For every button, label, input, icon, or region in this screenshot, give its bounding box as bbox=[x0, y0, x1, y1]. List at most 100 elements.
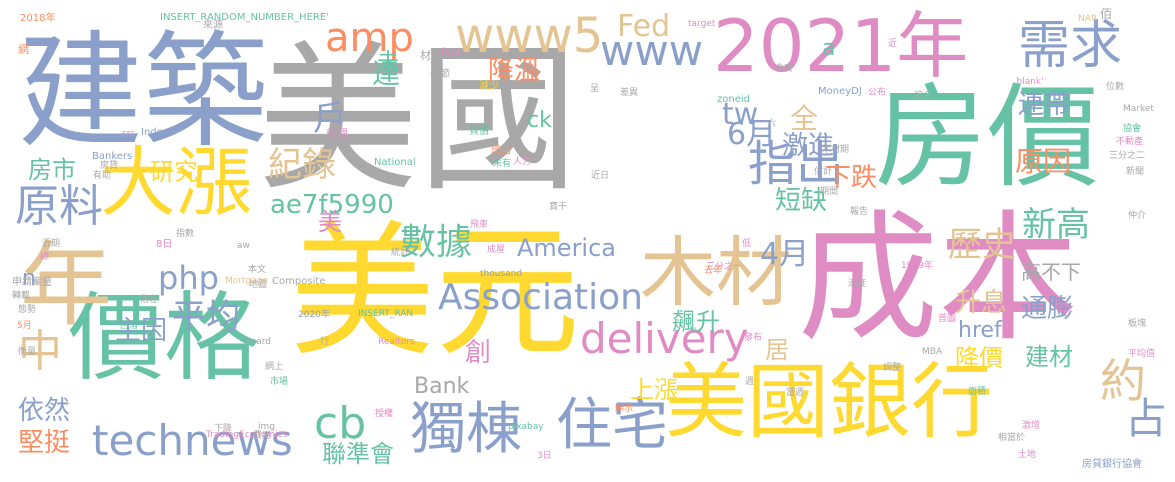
cloud-word: 3日 bbox=[537, 451, 552, 461]
cloud-word: 美 bbox=[318, 208, 342, 236]
cloud-word: 8日 bbox=[156, 239, 173, 250]
cloud-word: img bbox=[258, 422, 275, 432]
cloud-word: 飆升 bbox=[672, 308, 720, 336]
cloud-word: 差異 bbox=[620, 88, 639, 98]
cloud-word: 位數 bbox=[1106, 82, 1125, 92]
cloud-word: MBA bbox=[922, 347, 943, 357]
cloud-word: 美國 bbox=[258, 26, 579, 213]
cloud-word: 報告 bbox=[850, 207, 869, 217]
cloud-word: 費用 bbox=[253, 431, 272, 441]
cloud-word: 新聞 bbox=[1126, 167, 1145, 177]
cloud-word: 板塊 bbox=[1128, 319, 1147, 329]
cloud-word: 研究 bbox=[150, 158, 198, 186]
cloud-word: 指出 bbox=[748, 136, 845, 192]
cloud-word: 中 bbox=[18, 326, 62, 377]
cloud-word: INSERT_RAN bbox=[358, 309, 414, 319]
cloud-word: 佰 bbox=[1100, 7, 1113, 21]
cloud-word: NAR bbox=[1078, 14, 1098, 24]
cloud-word: 占 bbox=[1125, 394, 1168, 443]
cloud-word: pixabay bbox=[508, 422, 544, 432]
cloud-word: 平均值 bbox=[1128, 349, 1156, 359]
cloud-word: 近日 bbox=[591, 171, 610, 181]
cloud-word: 主因 bbox=[115, 316, 168, 346]
cloud-word: 高不下 bbox=[1021, 260, 1081, 284]
cloud-word: 行 bbox=[320, 337, 330, 347]
cloud-word: zoneid bbox=[717, 94, 750, 105]
cloud-word: a bbox=[822, 36, 836, 61]
cloud-word: Index bbox=[141, 127, 169, 138]
cloud-word: 居 bbox=[765, 336, 789, 364]
cloud-word: 激增 bbox=[1022, 421, 1041, 431]
cloud-word: 下降 bbox=[214, 424, 233, 434]
cloud-word: 獨棟 bbox=[410, 397, 522, 462]
cloud-word: feet bbox=[441, 47, 461, 58]
cloud-word: 升息 bbox=[955, 288, 1008, 318]
cloud-word: 原因 bbox=[1015, 145, 1072, 178]
cloud-word: 建築 bbox=[18, 20, 268, 165]
cloud-word: 坐上 bbox=[381, 112, 401, 123]
cloud-word: 顯示 bbox=[615, 404, 634, 414]
cloud-word: 下跌 bbox=[825, 163, 878, 193]
cloud-word: 低 bbox=[742, 239, 752, 249]
cloud-word: 授權 bbox=[375, 409, 394, 419]
cloud-word: 約 bbox=[1100, 354, 1146, 408]
cloud-word: 網上 bbox=[265, 362, 284, 372]
cloud-word: 衡量 bbox=[18, 347, 37, 357]
cloud-word: INSERT_RANDOM_NUMBER_HERE' bbox=[160, 12, 329, 23]
cloud-word: 網 bbox=[18, 43, 29, 56]
cloud-word: 協會 bbox=[1123, 124, 1142, 134]
cloud-word: href bbox=[958, 318, 1002, 343]
cloud-word: 週 bbox=[745, 377, 755, 387]
cloud-word: 達 bbox=[372, 57, 401, 90]
cloud-word: 增加 bbox=[491, 146, 511, 157]
cloud-word: 歷史 bbox=[948, 225, 1016, 265]
cloud-word: TradingEconomics bbox=[206, 430, 288, 440]
cloud-word: 指數 bbox=[176, 229, 195, 239]
cloud-word: 原料 bbox=[15, 181, 103, 232]
cloud-word: 公布 bbox=[868, 88, 887, 98]
cloud-word: 建材 bbox=[1025, 343, 1073, 371]
cloud-word: 5月 bbox=[17, 321, 32, 331]
cloud-word: target bbox=[688, 19, 716, 29]
cloud-word: 人力 bbox=[513, 157, 532, 167]
cloud-word: 依然 bbox=[18, 396, 71, 426]
cloud-word: 調整 bbox=[883, 363, 902, 373]
cloud-word: _blank' bbox=[1012, 77, 1044, 87]
cloud-word: 短缺 bbox=[775, 186, 828, 216]
cloud-word: Composite bbox=[272, 276, 326, 287]
cloud-word: Market bbox=[1123, 104, 1154, 114]
cloud-word: 2020年 bbox=[298, 310, 330, 320]
cloud-word: thousand bbox=[480, 269, 523, 279]
cloud-word: 轉載 bbox=[12, 291, 31, 301]
cloud-word: 房市 bbox=[28, 156, 76, 184]
cloud-word: 紀錄 bbox=[268, 145, 336, 185]
cloud-word: 當週 bbox=[786, 388, 805, 398]
cloud-word: 2018年 bbox=[20, 13, 56, 24]
cloud-word: 三分之一 bbox=[706, 262, 743, 272]
cloud-word: 成屋 bbox=[487, 245, 506, 255]
cloud-word: 全 bbox=[790, 102, 819, 135]
cloud-word: www bbox=[600, 26, 704, 75]
cloud-word: Fed bbox=[617, 9, 671, 44]
cloud-word: board bbox=[245, 337, 271, 347]
cloud-word: 減少 bbox=[479, 81, 499, 92]
cloud-word: Bankers bbox=[92, 151, 133, 162]
cloud-word: 近 bbox=[888, 39, 898, 49]
cloud-word: 估計 bbox=[814, 167, 833, 177]
cloud-word: 木材期 bbox=[822, 145, 850, 155]
cloud-word: 通膨 bbox=[1021, 294, 1074, 324]
cloud-word: 數據 bbox=[400, 222, 473, 263]
cloud-word: 綜合 bbox=[914, 91, 933, 101]
cloud-word: 六 bbox=[767, 119, 777, 129]
cloud-word: 新高 bbox=[1022, 205, 1090, 245]
cloud-word: 1999年 bbox=[901, 261, 933, 271]
cloud-word: 大漲 bbox=[100, 138, 252, 227]
cloud-word: 6月 bbox=[727, 117, 777, 152]
cloud-word: 需求 bbox=[1018, 16, 1123, 76]
cloud-word: 季節 bbox=[430, 69, 450, 80]
cloud-word: 未 bbox=[377, 50, 400, 75]
cloud-word: 去年 bbox=[704, 266, 723, 276]
cloud-word: 木材 bbox=[640, 228, 792, 317]
cloud-word: 連帶 bbox=[1018, 90, 1071, 120]
